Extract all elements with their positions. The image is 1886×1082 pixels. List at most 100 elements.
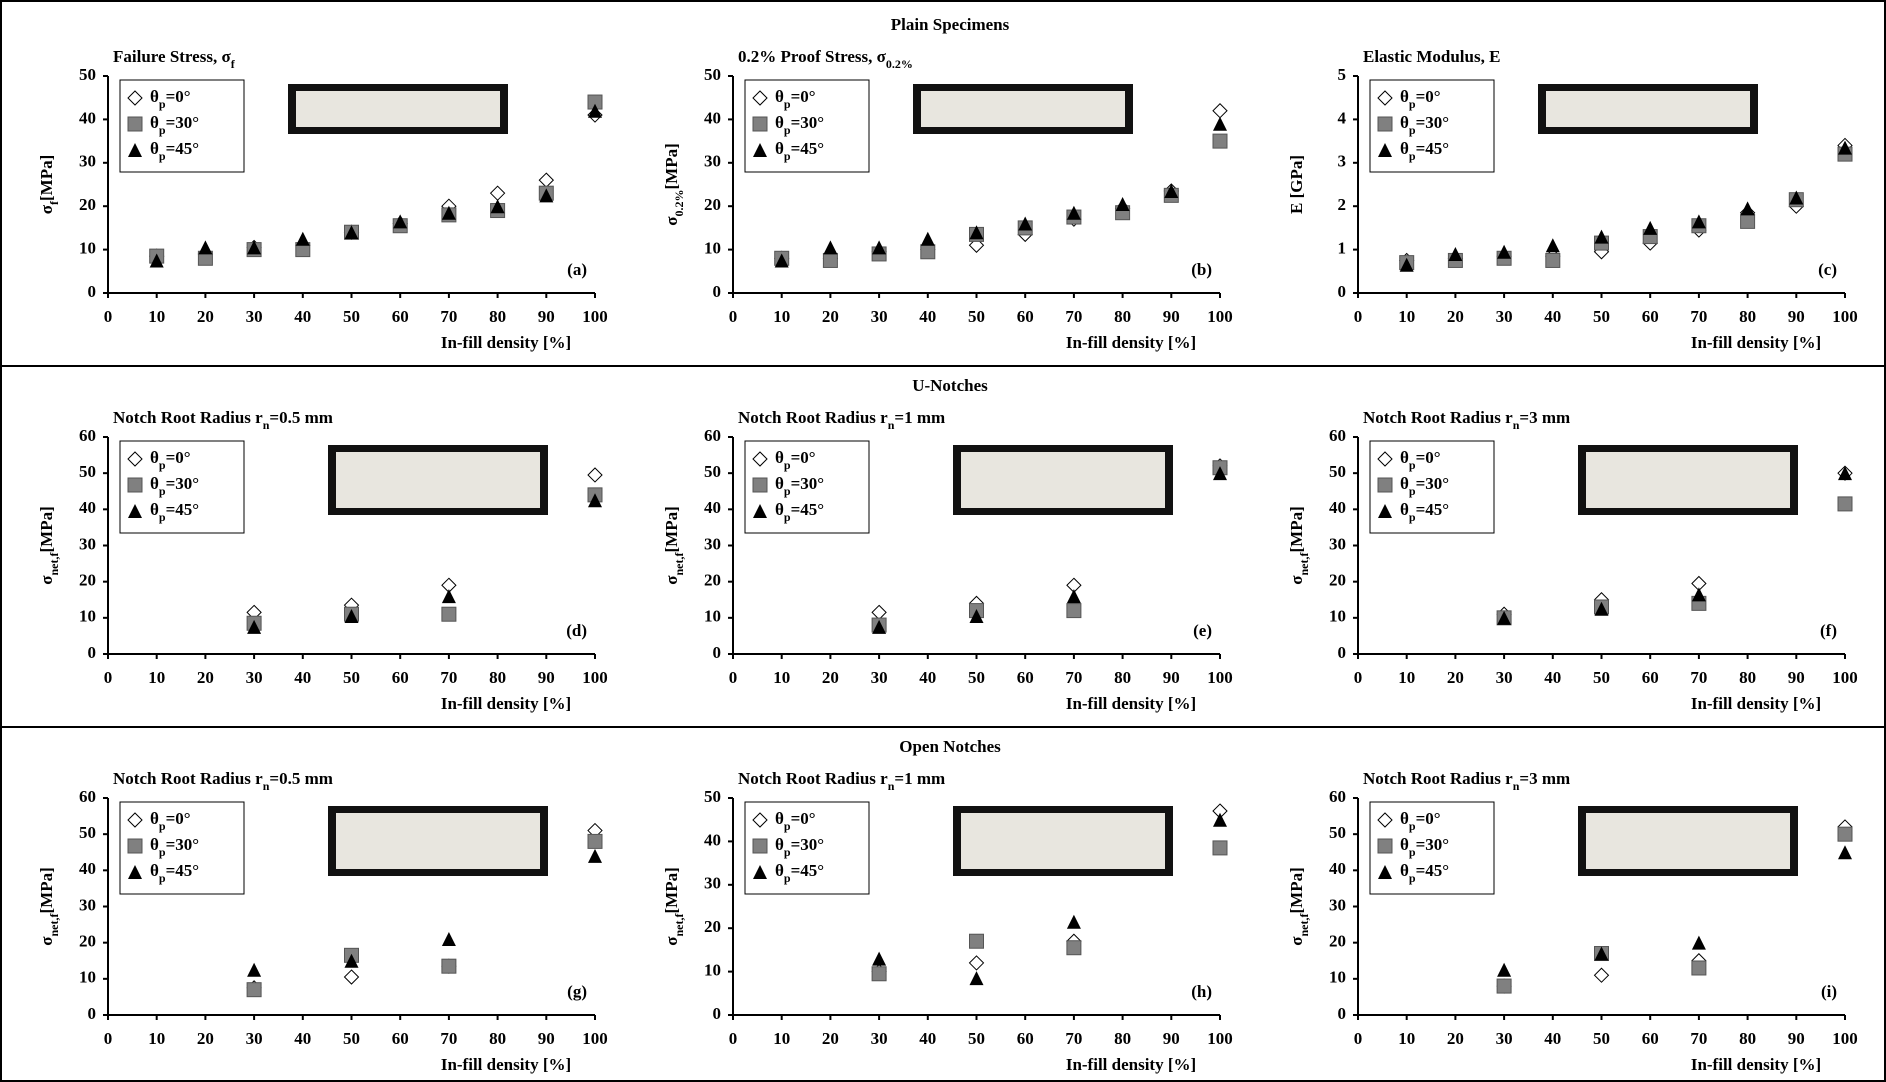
point — [1066, 914, 1081, 929]
legend-label-part: p — [159, 123, 166, 137]
x-tick-label: 70 — [1065, 1029, 1082, 1048]
specimen-body — [1586, 813, 1790, 869]
legend-label-part: p — [784, 845, 791, 859]
point — [1213, 812, 1227, 827]
legend-label-part: =45° — [166, 139, 200, 158]
x-axis-title: In-fill density [%] — [1066, 694, 1196, 713]
legend-label-part: p — [1409, 819, 1416, 833]
legend-label: θp=30° — [775, 474, 824, 498]
legend-label-part: p — [784, 819, 791, 833]
legend-label-part: p — [1409, 97, 1416, 111]
legend-label: θp=0° — [150, 448, 191, 472]
x-tick-label: 90 — [1163, 668, 1180, 687]
legend-label: θp=0° — [775, 87, 816, 111]
y-axis-title: E [GPa] — [1287, 155, 1306, 214]
x-tick-label: 70 — [1065, 307, 1082, 326]
point — [441, 606, 457, 622]
chart-title-part: Notch Root Radius r — [113, 769, 263, 788]
legend-label: θp=45° — [150, 139, 199, 163]
y-axis-title-part: σ — [662, 216, 681, 226]
y-tick-label: 20 — [79, 195, 96, 214]
x-tick-label: 70 — [440, 1029, 457, 1048]
legend-label-part: p — [784, 871, 791, 885]
legend-label-part: =45° — [791, 861, 825, 880]
x-tick-label: 10 — [773, 1029, 790, 1048]
legend-label-part: θ — [150, 113, 159, 132]
y-tick-label: 50 — [79, 462, 96, 481]
x-tick-label: 50 — [968, 668, 985, 687]
legend-label-part: p — [1409, 484, 1416, 498]
y-tick-label: 10 — [1329, 607, 1346, 626]
x-tick-label: 30 — [871, 668, 888, 687]
panel-label: (a) — [567, 260, 587, 279]
chart-title: Notch Root Radius rn=3 mm — [1363, 408, 1570, 432]
y-axis-title: σnet,f[MPa] — [662, 506, 686, 585]
legend-label-part: p — [159, 871, 166, 885]
y-axis-title: σnet,f[MPa] — [662, 867, 686, 946]
legend-label-part: =0° — [791, 809, 816, 828]
point — [1740, 201, 1755, 216]
x-tick-label: 90 — [1163, 307, 1180, 326]
x-tick-label: 0 — [104, 668, 113, 687]
chart-title-part: Notch Root Radius r — [113, 408, 263, 427]
legend-label-part: =30° — [1416, 113, 1450, 132]
legend-label: θp=45° — [775, 861, 824, 885]
point — [872, 951, 887, 966]
x-tick-label: 70 — [440, 307, 457, 326]
point — [588, 848, 602, 863]
x-tick-label: 30 — [246, 668, 263, 687]
x-tick-label: 50 — [343, 668, 360, 687]
panel-label: (c) — [1818, 260, 1837, 279]
point — [1789, 190, 1804, 205]
x-axis-title: In-fill density [%] — [1691, 1055, 1821, 1074]
point — [871, 966, 887, 982]
legend-label: θp=0° — [775, 448, 816, 472]
chart-title-part: =1 mm — [894, 408, 945, 427]
legend-marker — [752, 812, 768, 828]
y-tick-label: 20 — [79, 571, 96, 590]
y-axis-title-part: [MPa] — [1287, 867, 1306, 913]
legend-marker — [752, 451, 768, 467]
chart-title-part: n — [888, 779, 895, 793]
x-tick-label: 50 — [1593, 1029, 1610, 1048]
x-tick-label: 40 — [919, 1029, 936, 1048]
point — [1838, 845, 1852, 860]
y-tick-label: 60 — [704, 426, 721, 445]
chart-title: Notch Root Radius rn=1 mm — [738, 769, 945, 793]
legend-label: θp=45° — [150, 861, 199, 885]
point — [1837, 826, 1853, 842]
y-tick-label: 10 — [79, 968, 96, 987]
point — [588, 493, 602, 508]
legend-marker — [753, 865, 767, 879]
y-axis-title: σnet,f[MPa] — [1287, 506, 1311, 585]
y-axis-title-part: net,f — [1297, 913, 1311, 937]
x-tick-label: 50 — [1593, 668, 1610, 687]
y-tick-label: 4 — [1338, 108, 1347, 127]
y-axis-title-part: f — [47, 200, 61, 205]
y-tick-label: 20 — [704, 571, 721, 590]
legend-marker — [752, 90, 768, 106]
legend-marker — [752, 477, 768, 493]
point — [1838, 140, 1852, 155]
legend-label-part: =0° — [1416, 809, 1441, 828]
y-tick-label: 0 — [713, 282, 722, 301]
y-tick-label: 10 — [704, 961, 721, 980]
legend-label: θp=30° — [1400, 474, 1449, 498]
legend-label: θp=30° — [1400, 113, 1449, 137]
x-tick-label: 50 — [343, 307, 360, 326]
point — [1115, 197, 1130, 212]
y-tick-label: 60 — [1329, 426, 1346, 445]
legend-label-part: =30° — [166, 474, 200, 493]
legend-label-part: p — [1409, 871, 1416, 885]
legend-label-part: θ — [150, 500, 159, 519]
x-tick-label: 60 — [392, 668, 409, 687]
legend-marker — [1378, 865, 1392, 879]
x-tick-label: 90 — [1788, 1029, 1805, 1048]
legend-label: θp=45° — [150, 500, 199, 524]
x-tick-label: 90 — [1788, 668, 1805, 687]
x-tick-label: 10 — [148, 668, 165, 687]
chart-title: Notch Root Radius rn=0.5 mm — [113, 769, 333, 793]
legend-label-part: p — [1409, 845, 1416, 859]
x-tick-label: 10 — [1398, 668, 1415, 687]
chart-title-part: =0.5 mm — [269, 408, 333, 427]
